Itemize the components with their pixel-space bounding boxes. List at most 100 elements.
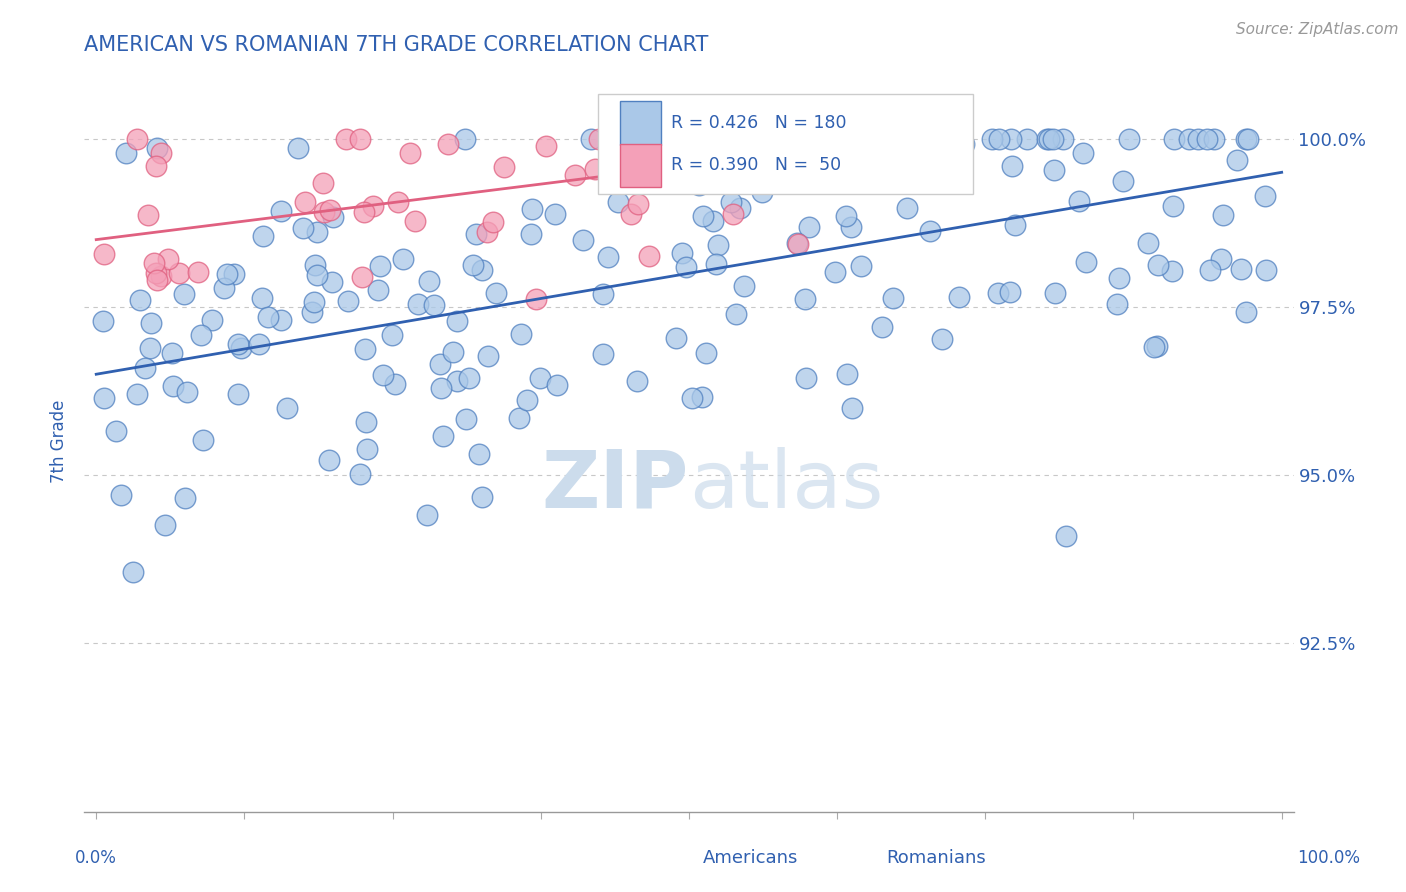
Point (153, 517, 176, 532)
Point (529, 370, 551, 384)
Point (270, 312, 292, 326)
Point (91, 314, 114, 328)
Point (302, 295, 325, 310)
Point (176, 385, 198, 400)
Point (1234, 304, 1257, 318)
Point (1212, 208, 1234, 222)
Point (1237, 131, 1260, 145)
Point (761, 131, 783, 145)
Point (702, 213, 724, 227)
Point (681, 391, 703, 405)
Point (546, 378, 568, 392)
Point (626, 374, 648, 388)
Point (468, 447, 491, 461)
Point (150, 268, 173, 283)
Point (312, 205, 335, 219)
Point (122, 566, 145, 580)
Point (384, 376, 406, 391)
Point (1146, 339, 1168, 353)
Text: R = 0.390   N =  50: R = 0.390 N = 50 (671, 156, 841, 174)
Point (287, 141, 309, 155)
Point (157, 252, 180, 266)
Point (607, 194, 630, 209)
Point (794, 370, 817, 384)
Point (162, 379, 184, 393)
Point (1067, 194, 1090, 208)
Point (485, 285, 508, 300)
Point (150, 146, 173, 161)
Point (187, 265, 209, 279)
Point (690, 390, 713, 404)
Point (477, 350, 499, 364)
Point (1052, 131, 1074, 145)
Point (141, 316, 163, 330)
Point (226, 387, 249, 401)
Point (1136, 235, 1159, 250)
Point (1187, 131, 1209, 145)
Point (806, 161, 828, 176)
Point (627, 197, 650, 211)
Point (494, 160, 516, 174)
Point (1043, 163, 1066, 178)
Point (465, 227, 488, 241)
Point (1178, 131, 1201, 145)
Point (193, 433, 215, 447)
Point (454, 131, 477, 145)
Point (1108, 271, 1130, 285)
Point (882, 291, 904, 305)
Point (110, 488, 132, 502)
Point (592, 347, 614, 361)
Point (950, 151, 973, 165)
Point (675, 260, 697, 274)
Point (1000, 131, 1022, 145)
Point (759, 174, 782, 188)
Point (787, 150, 810, 164)
Point (319, 202, 342, 217)
Text: atlas: atlas (689, 447, 883, 525)
Point (349, 131, 371, 145)
Point (688, 178, 710, 193)
Point (222, 267, 245, 281)
Point (707, 237, 730, 252)
Point (104, 424, 127, 438)
Point (621, 131, 644, 145)
Point (471, 490, 494, 504)
Text: Source: ZipAtlas.com: Source: ZipAtlas.com (1236, 22, 1399, 37)
Point (721, 207, 744, 221)
Point (294, 194, 316, 209)
Text: 100.0%: 100.0% (1298, 849, 1360, 867)
Point (404, 214, 426, 228)
Point (226, 336, 249, 351)
Point (672, 131, 695, 145)
Point (250, 291, 273, 305)
Point (841, 401, 863, 416)
Point (145, 273, 167, 287)
Point (620, 207, 643, 221)
Point (335, 131, 357, 145)
Point (392, 252, 415, 266)
Point (169, 266, 191, 280)
Point (835, 209, 858, 223)
Point (1118, 131, 1140, 145)
Point (761, 154, 783, 169)
Point (1209, 252, 1232, 266)
Point (336, 294, 359, 309)
Point (730, 150, 752, 164)
Point (215, 267, 238, 281)
Point (247, 337, 270, 351)
Point (361, 199, 384, 213)
Point (579, 131, 602, 145)
Point (446, 313, 468, 327)
Point (1001, 159, 1024, 173)
Point (399, 146, 422, 161)
Text: Romanians: Romanians (886, 849, 986, 867)
Point (904, 145, 927, 159)
Point (1195, 131, 1218, 145)
Point (987, 285, 1010, 300)
Point (598, 251, 620, 265)
Point (724, 307, 747, 321)
Point (1163, 131, 1185, 145)
Point (1004, 218, 1026, 232)
Point (924, 145, 946, 160)
Point (988, 131, 1011, 145)
